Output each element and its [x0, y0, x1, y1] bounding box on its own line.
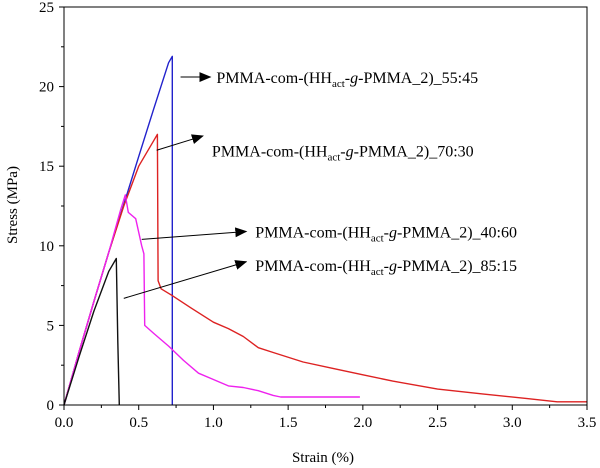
- y-tick-label: 5: [47, 318, 55, 334]
- annotation-arrow-3: [141, 227, 248, 240]
- x-axis-title: Strain (%): [292, 450, 354, 466]
- x-tick-label: 2.0: [353, 415, 372, 431]
- plot-frame: [63, 6, 588, 406]
- legend-label-3: PMMA-com-(HHact-g-PMMA_2)_40:60: [255, 224, 517, 244]
- x-tick-label: 1.0: [204, 415, 223, 431]
- x-tick-label: 0.5: [129, 415, 148, 431]
- legend-label-4: PMMA-com-(HHact-g-PMMA_2)_85:15: [255, 258, 517, 278]
- x-tick-label: 0.0: [55, 415, 74, 431]
- y-tick-label: 0: [47, 398, 55, 414]
- x-tick-label: 3.5: [578, 415, 597, 431]
- y-tick-label: 10: [39, 239, 54, 255]
- x-tick-label: 1.5: [279, 415, 298, 431]
- legend-label-2: PMMA-com-(HHact-g-PMMA_2)_70:30: [212, 143, 474, 163]
- y-tick-label: 20: [39, 80, 54, 96]
- y-axis-title: Stress (MPa): [5, 166, 21, 244]
- series-line-4: [63, 257, 120, 406]
- legend-label-1: PMMA-com-(HHact-g-PMMA_2)_55:45: [216, 70, 478, 90]
- annotation-arrow-2: [156, 134, 204, 151]
- x-tick-label: 3.0: [503, 415, 522, 431]
- y-tick-label: 15: [39, 159, 54, 175]
- annotation-arrow-4: [123, 260, 248, 299]
- y-tick-label: 25: [39, 0, 54, 16]
- x-tick-label: 2.5: [428, 415, 447, 431]
- series-line-3: [63, 194, 360, 406]
